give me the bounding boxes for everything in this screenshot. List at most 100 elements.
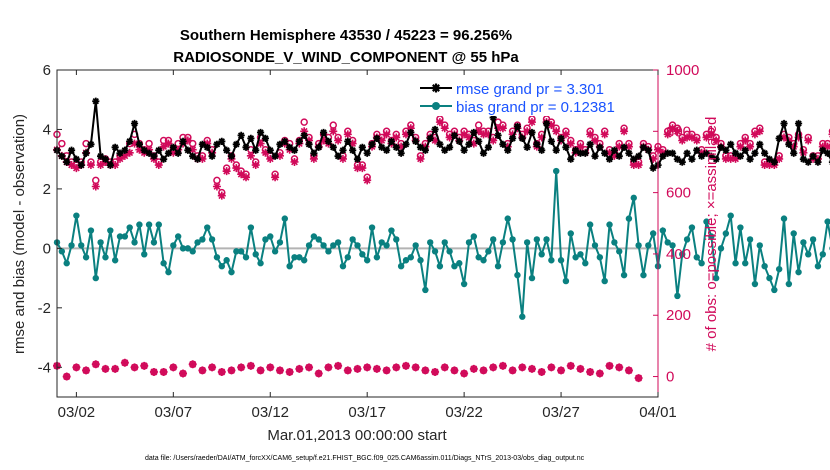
bias-point <box>703 218 710 225</box>
obs-assimilated-bias-point <box>440 363 449 372</box>
obs-assimilated-point <box>416 154 425 163</box>
obs-assimilated-point <box>309 154 318 163</box>
obs-assimilated-point <box>823 142 830 151</box>
bias-point <box>805 251 812 258</box>
chart-subtitle: RADIOSONDE_V_WIND_COMPONENT @ 55 hPa <box>173 49 519 66</box>
bias-point <box>746 236 754 243</box>
obs-assimilated-point <box>392 133 401 142</box>
rmse-point <box>557 134 565 142</box>
obs-assimilated-bias-point <box>498 361 507 370</box>
bias-point <box>809 236 817 243</box>
obs-assimilated-point <box>741 136 750 145</box>
bias-point <box>271 248 279 255</box>
rmse-point <box>373 134 381 142</box>
bias-point <box>664 239 671 246</box>
rmse-point <box>431 125 439 134</box>
bias-point <box>310 233 318 240</box>
bias-point <box>281 215 288 222</box>
bias-point <box>533 236 541 243</box>
rmse-point <box>82 149 90 157</box>
bias-point <box>698 260 705 267</box>
obs-assimilated-point <box>469 139 478 148</box>
obs-assimilated-point <box>464 133 473 142</box>
rmse-point <box>804 158 812 166</box>
rmse-point <box>639 143 648 151</box>
bias-point <box>800 239 807 246</box>
rmse-point <box>673 155 681 163</box>
bias-point <box>383 242 390 249</box>
y-axis-label-right: # of obs: o=possible; ×=assimilated <box>703 117 720 352</box>
bias-point <box>509 236 516 243</box>
obs-assimilated-point <box>397 142 406 151</box>
bias-point <box>742 260 749 267</box>
obs-assimilated-point <box>498 124 507 133</box>
bias-point <box>674 292 681 300</box>
obs-assimilated-point <box>319 136 328 145</box>
obs-assimilated-point <box>67 161 76 170</box>
obs-assimilated-point <box>547 121 556 130</box>
obs-assimilated-point <box>649 154 658 163</box>
bias-point <box>519 313 526 320</box>
obs-assimilated-point <box>377 136 386 145</box>
rmse-point <box>189 152 197 160</box>
rmse-point <box>610 146 618 154</box>
bias-point <box>267 233 274 240</box>
rmse-point <box>620 143 628 151</box>
obs-assimilated-point <box>624 142 633 151</box>
obs-assimilated-bias-point <box>72 363 81 372</box>
bias-point <box>296 254 303 261</box>
obs-assimilated-bias-point <box>431 367 440 376</box>
bias-point <box>373 254 381 261</box>
obs-assimilated-point <box>159 142 168 151</box>
obs-assimilated-point <box>111 161 120 170</box>
obs-assimilated-point <box>736 142 745 151</box>
bias-point <box>286 263 293 270</box>
bias-point <box>679 251 686 258</box>
bias-point <box>620 271 628 279</box>
obs-assimilated-point <box>343 130 352 139</box>
rmse-point <box>596 143 604 151</box>
obs-assimilated-bias-point <box>547 363 556 372</box>
rmse-point <box>227 152 236 160</box>
rmse-point <box>484 143 492 151</box>
rmse-point <box>315 143 323 151</box>
obs-assimilated-point <box>494 124 503 133</box>
obs-assimilated-bias-point <box>266 363 275 372</box>
bias-point <box>111 257 119 264</box>
rmse-point <box>572 146 580 154</box>
rmse-point <box>775 134 783 142</box>
rmse-point <box>761 149 769 157</box>
rmse-point <box>504 146 512 154</box>
obs-assimilated-point <box>576 142 585 151</box>
footer-data-file: data file: /Users/raeder/DAI/ATM_forcXX/… <box>145 455 585 462</box>
bias-point <box>78 242 85 249</box>
bias-point <box>596 254 604 261</box>
obs-assimilated-bias-point <box>527 364 536 373</box>
bias-point <box>465 239 473 246</box>
bias-point <box>775 265 783 273</box>
rmse-point <box>247 134 255 142</box>
bias-point <box>155 221 162 228</box>
obs-assimilated-point <box>668 124 677 133</box>
bias-point <box>160 260 167 267</box>
bias-point <box>344 254 352 261</box>
obs-assimilated-bias-point <box>401 361 410 370</box>
obs-assimilated-bias-point <box>460 369 469 378</box>
rmse-point <box>353 155 362 163</box>
rmse-point <box>717 143 725 151</box>
obs-assimilated-bias-point <box>275 366 284 375</box>
x-axis-label: Mar.01,2013 00:00:00 start <box>267 427 447 444</box>
rmse-point <box>305 140 313 148</box>
bias-point <box>514 271 521 279</box>
rmse-point <box>668 149 677 157</box>
obs-assimilated-bias-point <box>149 367 158 376</box>
obs-assimilated-point <box>271 173 280 182</box>
bias-point <box>170 242 177 249</box>
bias-point <box>606 221 613 228</box>
bias-point <box>712 274 720 282</box>
obs-assimilated-point <box>707 130 716 139</box>
rmse-point <box>242 143 250 151</box>
obs-assimilated-point <box>183 136 192 145</box>
bias-point <box>780 215 788 222</box>
bias-point <box>761 263 768 270</box>
